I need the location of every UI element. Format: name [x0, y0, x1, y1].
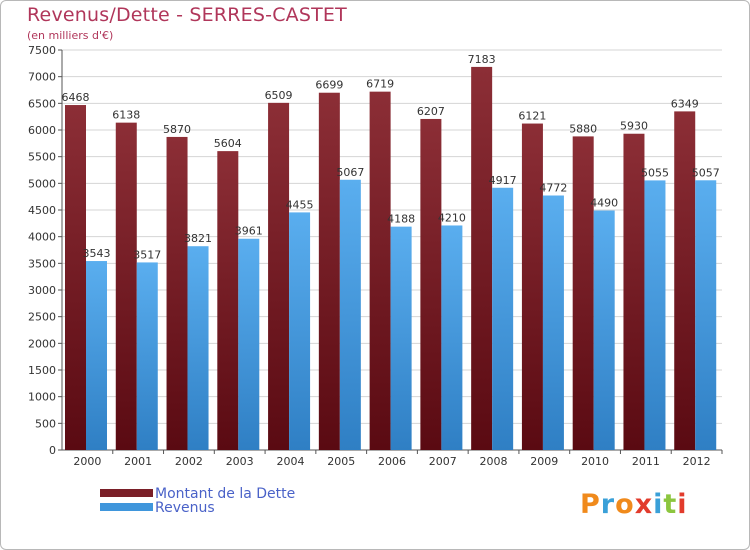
y-tick-label: 3000 [28, 284, 56, 297]
logo-letter: P [580, 489, 601, 520]
chart-title: Revenus/Dette - SERRES-CASTET [27, 4, 347, 26]
bar-revenus [644, 180, 666, 450]
value-label-dette: 5604 [214, 137, 242, 150]
proxiti-logo: Proxiti [580, 489, 688, 520]
value-label-revenus: 5057 [692, 166, 720, 179]
bar-dette [318, 92, 340, 450]
x-tick-label: 2012 [683, 455, 711, 468]
bar-revenus [441, 225, 463, 450]
y-tick-label: 5500 [28, 151, 56, 164]
y-tick-label: 4000 [28, 231, 56, 244]
y-tick-label: 6000 [28, 124, 56, 137]
y-tick-label: 6500 [28, 97, 56, 110]
bar-dette [166, 136, 188, 450]
y-tick-label: 1000 [28, 391, 56, 404]
value-label-dette: 5880 [569, 122, 597, 135]
bar-revenus [238, 238, 260, 450]
value-label-dette: 6509 [265, 89, 293, 102]
value-label-revenus: 3543 [83, 247, 111, 260]
bar-dette [674, 111, 696, 451]
value-label-revenus: 4188 [387, 213, 415, 226]
logo-letter: r [600, 489, 616, 520]
y-tick-label: 3500 [28, 257, 56, 270]
logo-letter: i [653, 489, 664, 520]
value-label-revenus: 5067 [336, 166, 364, 179]
value-label-dette: 6138 [112, 109, 140, 122]
value-label-dette: 5930 [620, 120, 648, 133]
bar-dette [369, 91, 391, 451]
value-label-revenus: 5055 [641, 166, 669, 179]
y-tick-label: 4500 [28, 204, 56, 217]
bar-revenus [136, 262, 158, 450]
value-label-revenus: 3821 [184, 232, 212, 245]
y-tick-label: 500 [35, 417, 56, 430]
x-tick-label: 2000 [73, 455, 101, 468]
legend-label-dette: Montant de la Dette [155, 486, 296, 502]
y-tick-label: 2500 [28, 311, 56, 324]
bar-dette [521, 123, 543, 451]
value-label-revenus: 4490 [590, 197, 618, 210]
y-tick-label: 0 [49, 444, 56, 457]
x-tick-label: 2004 [276, 455, 304, 468]
x-tick-label: 2011 [632, 455, 660, 468]
chart-subtitle: (en milliers d'€) [27, 29, 114, 42]
value-label-dette: 6207 [417, 105, 445, 118]
x-tick-label: 2010 [581, 455, 609, 468]
bar-revenus [86, 261, 107, 450]
x-tick-label: 2008 [480, 455, 508, 468]
value-label-dette: 6468 [62, 91, 90, 104]
bar-revenus [542, 195, 564, 450]
value-label-dette: 6349 [671, 97, 699, 110]
value-label-revenus: 4917 [489, 174, 517, 187]
y-tick-label: 2000 [28, 337, 56, 350]
y-tick-label: 7000 [28, 71, 56, 84]
logo-letter: t [663, 489, 678, 520]
x-tick-label: 2002 [175, 455, 203, 468]
bar-dette [268, 102, 290, 450]
bar-revenus [492, 187, 514, 450]
value-label-dette: 7183 [468, 53, 496, 66]
legend-swatch-dette [100, 489, 153, 497]
value-label-revenus: 4772 [539, 181, 567, 194]
bar-dette [115, 122, 137, 450]
bar-revenus [390, 226, 412, 450]
bar-dette [217, 151, 239, 450]
value-label-revenus: 3961 [235, 225, 263, 238]
value-label-dette: 5870 [163, 123, 191, 136]
bar-revenus [593, 210, 615, 450]
bar-revenus [187, 246, 209, 450]
x-tick-label: 2006 [378, 455, 406, 468]
value-label-dette: 6699 [315, 79, 343, 92]
legend-swatch-revenus [100, 503, 153, 511]
logo-letter: x [634, 489, 654, 520]
value-label-revenus: 4210 [438, 211, 466, 224]
value-label-dette: 6719 [366, 78, 394, 91]
bar-dette [65, 105, 86, 450]
bar-dette [471, 66, 493, 450]
y-tick-label: 1500 [28, 364, 56, 377]
bar-dette [420, 118, 442, 451]
value-label-revenus: 4455 [286, 198, 314, 211]
y-tick-label: 5000 [28, 177, 56, 190]
legend-label-revenus: Revenus [155, 500, 215, 516]
x-tick-label: 2001 [124, 455, 152, 468]
bar-dette [623, 133, 645, 450]
bar-revenus [339, 179, 361, 450]
value-label-revenus: 3517 [133, 248, 161, 261]
bar-revenus [695, 180, 717, 450]
x-tick-label: 2005 [327, 455, 355, 468]
logo-letter: i [677, 489, 688, 520]
x-tick-label: 2007 [429, 455, 457, 468]
logo-letter: o [615, 489, 635, 520]
x-tick-label: 2009 [530, 455, 558, 468]
x-tick-label: 2003 [226, 455, 254, 468]
bar-dette [572, 136, 594, 450]
value-label-dette: 6121 [518, 110, 546, 123]
y-tick-label: 7500 [28, 44, 56, 57]
bar-revenus [289, 212, 311, 450]
